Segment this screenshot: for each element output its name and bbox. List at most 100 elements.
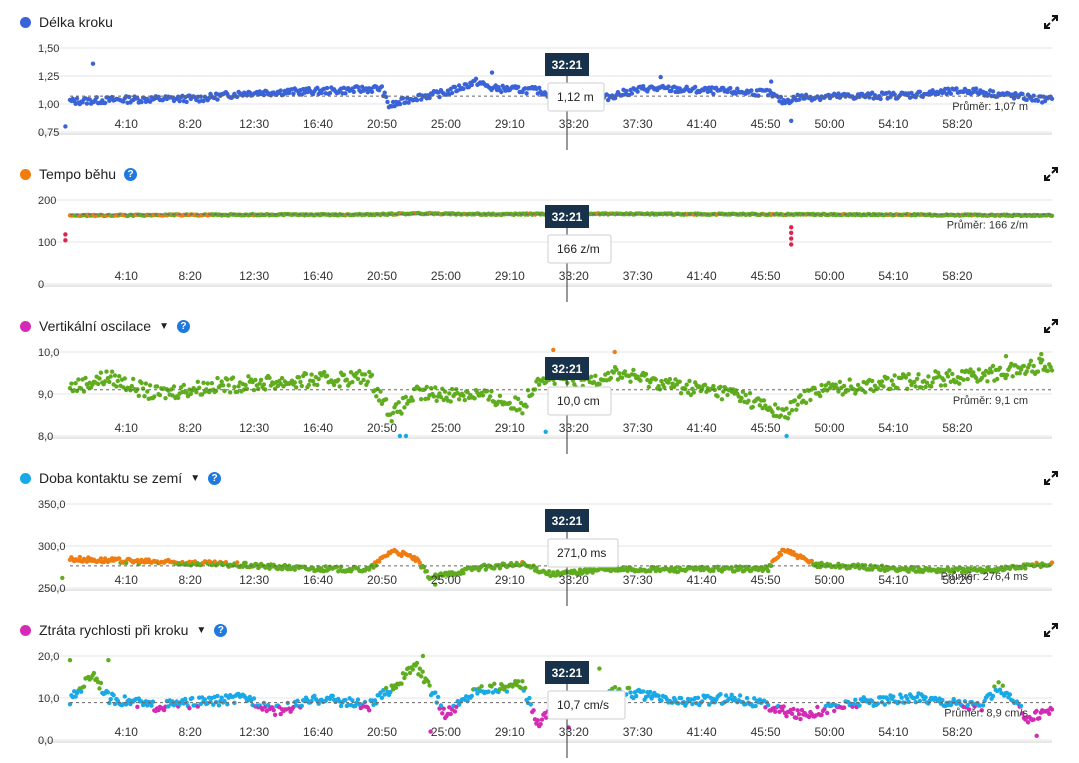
data-point — [389, 419, 394, 424]
data-point — [337, 384, 342, 389]
data-point — [781, 704, 786, 709]
chart-plot[interactable]: 1,50 1,25 1,00 0,75 4:10 8:20 12:30 16:40 20:50 2… — [0, 0, 1079, 152]
data-point — [184, 99, 189, 105]
x-tick-label: 50:00 — [815, 117, 845, 131]
data-point — [996, 680, 1001, 685]
help-icon[interactable]: ? — [124, 167, 138, 181]
x-tick-label: 12:30 — [239, 421, 269, 435]
data-point — [669, 88, 674, 94]
data-point — [778, 552, 784, 557]
chart-plot[interactable]: 200 100 0 4:10 8:20 12:30 16:40 20:50 25:00 29:10… — [0, 152, 1079, 304]
x-tick-label: 58:20 — [942, 421, 972, 435]
data-point — [433, 385, 438, 390]
data-point — [538, 721, 543, 727]
data-point — [516, 396, 521, 402]
data-point — [524, 404, 529, 409]
chart-plot[interactable]: 350,0 300,0 250,0 4:10 8:20 12:30 16:40 20:50 25… — [0, 456, 1079, 608]
data-point — [737, 693, 743, 698]
x-tick-label: 45:50 — [751, 117, 781, 131]
data-point — [348, 370, 354, 375]
data-point — [846, 388, 851, 393]
data-point — [382, 692, 387, 697]
data-point — [117, 556, 122, 561]
data-point — [531, 708, 536, 713]
help-icon[interactable]: ? — [176, 319, 190, 333]
data-point — [766, 702, 771, 708]
data-point — [909, 90, 914, 96]
expand-icon[interactable] — [1043, 622, 1059, 638]
data-point — [154, 384, 160, 389]
data-point — [117, 374, 122, 379]
data-point — [219, 379, 224, 384]
data-point — [1034, 708, 1039, 714]
data-point — [390, 410, 396, 416]
data-point — [427, 683, 432, 688]
panel-header: Doba kontaktu se zemí ▼ ? — [20, 468, 222, 488]
data-point — [718, 384, 723, 389]
series-dot — [20, 16, 31, 28]
data-point — [968, 367, 973, 372]
x-tick-label: 16:40 — [303, 421, 333, 435]
data-point — [397, 433, 403, 439]
data-point — [628, 379, 633, 384]
data-point — [605, 97, 611, 103]
data-point — [440, 711, 445, 716]
data-point — [979, 375, 984, 381]
data-point — [184, 390, 189, 395]
data-point — [965, 703, 970, 708]
data-point — [399, 681, 404, 686]
data-point — [209, 381, 215, 386]
data-point — [766, 568, 771, 574]
data-point — [303, 371, 309, 377]
help-icon[interactable]: ? — [208, 471, 222, 485]
data-point — [863, 390, 868, 395]
data-point — [597, 666, 602, 671]
data-point — [420, 653, 426, 659]
data-point — [403, 433, 409, 439]
chart-plot[interactable]: 20,0 10,0 0,0 4:10 8:20 12:30 16:40 20:50 25:00 2… — [0, 608, 1079, 760]
data-point — [139, 380, 144, 386]
expand-icon[interactable] — [1043, 166, 1059, 182]
dropdown-caret-icon[interactable]: ▼ — [196, 624, 207, 636]
data-point — [785, 416, 791, 421]
data-point — [378, 690, 383, 695]
chart-plot[interactable]: 10,0 9,0 8,0 4:10 8:20 12:30 16:40 20:50 25:00 29… — [0, 304, 1079, 456]
expand-icon[interactable] — [1043, 318, 1059, 334]
data-point — [195, 704, 200, 709]
data-point — [243, 382, 248, 388]
dropdown-caret-icon[interactable]: ▼ — [190, 472, 201, 484]
data-point — [882, 702, 887, 707]
data-point — [419, 674, 424, 679]
x-tick-label: 33:20 — [559, 421, 589, 435]
data-point — [635, 89, 640, 94]
data-point — [145, 389, 150, 394]
data-point — [310, 378, 316, 384]
data-point — [1042, 98, 1048, 104]
data-point — [683, 386, 688, 392]
data-point — [784, 406, 789, 411]
y-tick-label: 10,0 — [38, 693, 59, 705]
x-tick-label: 20:50 — [367, 269, 397, 283]
help-icon[interactable]: ? — [214, 623, 228, 637]
data-point — [97, 376, 102, 381]
expand-icon[interactable] — [1043, 470, 1059, 486]
y-tick-label: 0 — [38, 279, 44, 291]
data-point — [74, 96, 80, 101]
data-point — [378, 389, 383, 394]
data-point — [437, 94, 442, 100]
data-point — [695, 695, 701, 700]
data-point — [763, 403, 768, 408]
data-point — [723, 693, 729, 698]
data-point — [256, 386, 261, 392]
y-tick-label: 300,0 — [38, 541, 66, 553]
data-point — [794, 407, 799, 412]
x-tick-label: 12:30 — [239, 573, 269, 587]
data-point — [497, 687, 503, 692]
data-point — [950, 371, 955, 377]
data-point — [449, 90, 455, 96]
data-point — [677, 379, 682, 384]
expand-icon[interactable] — [1043, 14, 1059, 30]
data-point — [870, 90, 875, 95]
data-point — [870, 378, 875, 384]
dropdown-caret-icon[interactable]: ▼ — [159, 320, 169, 332]
